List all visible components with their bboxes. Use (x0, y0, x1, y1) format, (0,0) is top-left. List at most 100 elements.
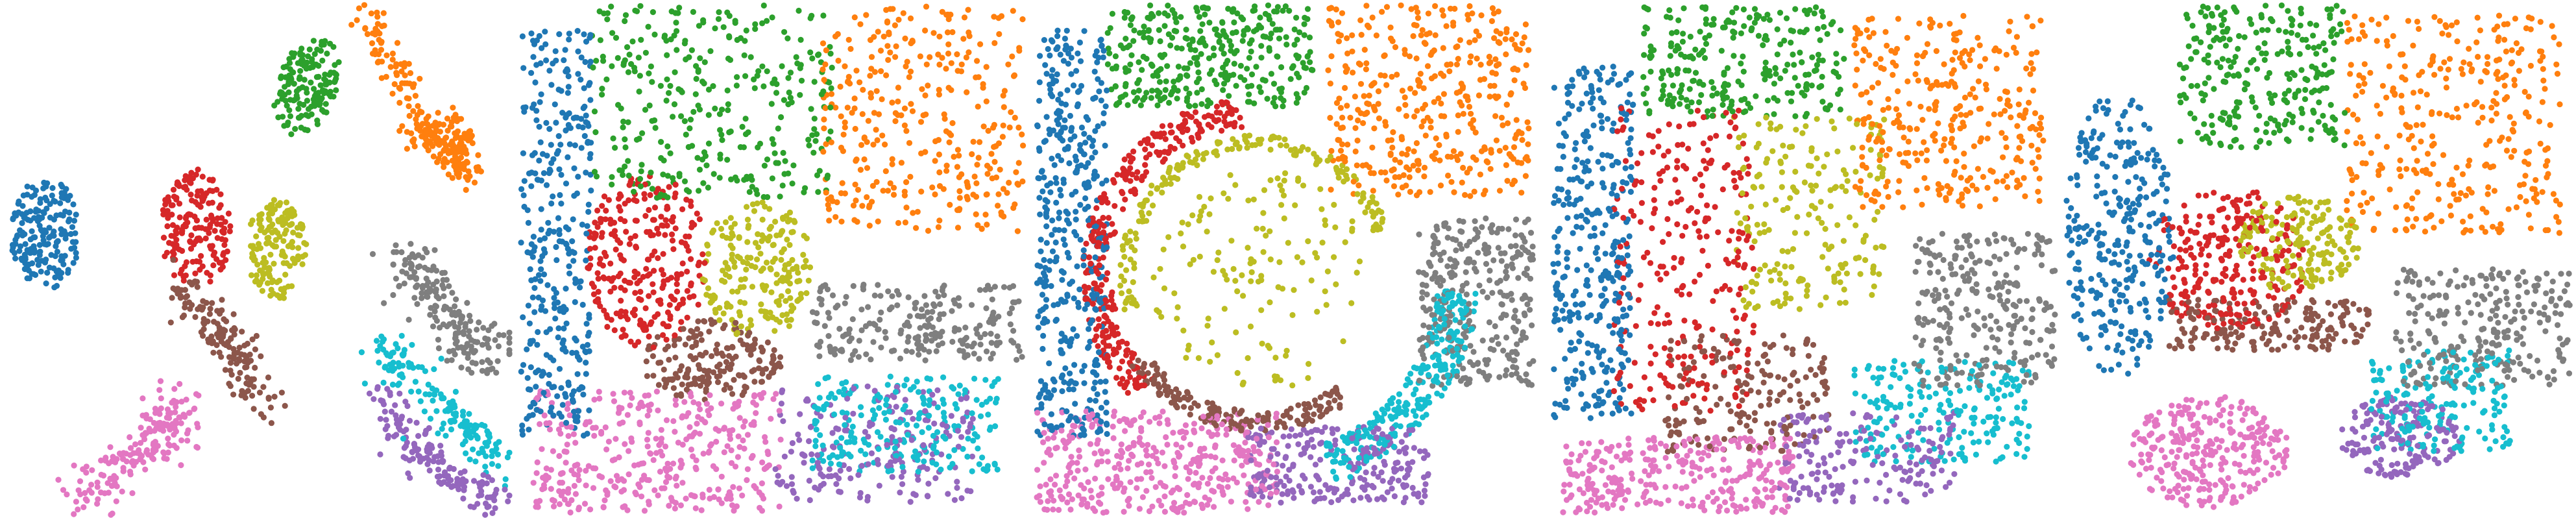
scatter-point-cluster-6 (637, 421, 643, 428)
scatter-point-cluster-8 (723, 234, 730, 241)
scatter-point-cluster-1 (378, 75, 385, 81)
scatter-point-cluster-8 (289, 255, 296, 262)
scatter-point-cluster-2 (724, 87, 731, 93)
scatter-point-cluster-8 (786, 260, 792, 267)
scatter-point-cluster-5 (747, 351, 754, 358)
scatter-point-cluster-4 (401, 445, 407, 451)
scatter-point-cluster-3 (590, 284, 597, 290)
scatter-point-cluster-8 (291, 212, 298, 218)
scatter-point-cluster-9 (409, 341, 415, 348)
scatter-point-cluster-5 (694, 326, 701, 332)
scatter-point-cluster-5 (740, 341, 746, 348)
scatter-point-cluster-6 (184, 438, 191, 444)
scatter-point-cluster-4 (393, 432, 400, 438)
scatter-point-cluster-8 (253, 233, 260, 240)
scatter-point-cluster-9 (430, 397, 436, 404)
scatter-point-cluster-9 (398, 371, 405, 378)
scatter-point-cluster-2 (1156, 27, 1162, 33)
scatter-point-cluster-7 (1500, 347, 1507, 354)
scatter-point-cluster-4 (829, 443, 836, 450)
scatter-point-cluster-7 (848, 335, 855, 341)
scatter-point-cluster-6 (153, 425, 160, 431)
scatter-point-cluster-6 (638, 399, 644, 406)
scatter-point-cluster-8 (709, 297, 716, 304)
scatter-point-cluster-7 (912, 335, 919, 341)
scatter-point-cluster-1 (991, 143, 997, 150)
scatter-point-cluster-6 (624, 412, 631, 418)
scatter-point-cluster-6 (555, 426, 563, 433)
scatter-point-cluster-6 (692, 505, 699, 512)
scatter-point-cluster-8 (743, 266, 749, 273)
scatter-point-cluster-8 (783, 298, 789, 304)
scatter-point-cluster-2 (725, 101, 731, 108)
scatter-point-cluster-4 (476, 493, 482, 499)
scatter-point-cluster-7 (491, 321, 498, 327)
scatter-point-cluster-2 (664, 52, 670, 58)
scatter-point-cluster-3 (1159, 123, 1166, 129)
scatter-point-cluster-2 (1112, 53, 1119, 60)
scatter-point-cluster-1 (995, 203, 1001, 209)
scatter-point-cluster-7 (459, 314, 466, 320)
scatter-point-cluster-9 (389, 381, 396, 388)
scatter-point-cluster-0 (43, 197, 50, 204)
scatter-point-cluster-6 (674, 482, 680, 489)
scatter-point-cluster-2 (773, 80, 780, 88)
scatter-point-cluster-3 (644, 256, 651, 263)
scatter-point-cluster-0 (1058, 157, 1065, 164)
scatter-point-cluster-5 (695, 318, 701, 325)
scatter-point-cluster-2 (314, 117, 321, 124)
scatter-point-cluster-1 (1398, 2, 1404, 8)
scatter-point-cluster-1 (946, 130, 953, 136)
scatter-point-cluster-8 (716, 304, 723, 311)
scatter-point-cluster-8 (802, 263, 808, 270)
scatter-point-cluster-4 (816, 465, 823, 472)
scatter-point-cluster-4 (444, 473, 452, 479)
scatter-point-cluster-9 (400, 352, 406, 359)
scatter-point-cluster-2 (726, 33, 733, 40)
scatter-point-cluster-1 (966, 49, 972, 56)
scatter-point-cluster-2 (809, 55, 816, 62)
scatter-point-cluster-8 (265, 234, 272, 241)
scatter-point-cluster-1 (908, 40, 914, 47)
scatter-point-cluster-0 (524, 415, 530, 422)
scatter-point-cluster-2 (618, 105, 624, 112)
scatter-point-cluster-5 (699, 374, 706, 381)
scatter-point-cluster-1 (936, 169, 943, 176)
scatter-point-cluster-3 (655, 311, 661, 317)
scatter-point-cluster-2 (784, 35, 791, 42)
scatter-point-cluster-3 (646, 228, 653, 235)
scatter-point-cluster-2 (625, 158, 631, 164)
scatter-point-cluster-2 (705, 140, 712, 147)
scatter-point-cluster-7 (407, 241, 414, 247)
scatter-point-cluster-2 (712, 105, 718, 112)
scatter-point-cluster-2 (322, 38, 328, 44)
scatter-point-cluster-7 (450, 319, 457, 326)
scatter-point-cluster-6 (572, 491, 579, 497)
scatter-point-cluster-1 (871, 110, 877, 116)
scatter-point-cluster-8 (744, 239, 751, 245)
scatter-point-cluster-1 (870, 142, 877, 148)
scatter-point-cluster-6 (171, 386, 178, 392)
scatter-point-cluster-5 (258, 353, 264, 360)
scatter-point-cluster-8 (1165, 169, 1172, 176)
scatter-point-cluster-3 (595, 296, 601, 302)
scatter-point-cluster-0 (37, 199, 43, 206)
scatter-point-cluster-4 (864, 497, 871, 504)
scatter-point-cluster-0 (29, 228, 35, 234)
scatter-point-cluster-1 (907, 173, 914, 180)
scatter-point-cluster-8 (745, 225, 751, 231)
scatter-point-cluster-1 (404, 145, 411, 152)
scatter-point-cluster-9 (467, 422, 474, 428)
scatter-point-cluster-0 (559, 402, 566, 408)
scatter-point-cluster-2 (760, 83, 767, 90)
scatter-point-cluster-4 (413, 419, 420, 426)
scatter-point-cluster-9 (840, 391, 847, 398)
scatter-point-cluster-2 (625, 69, 632, 75)
scatter-point-cluster-6 (567, 509, 574, 516)
scatter-point-cluster-3 (670, 296, 676, 302)
scatter-point-cluster-3 (654, 225, 661, 232)
scatter-point-cluster-1 (822, 105, 829, 112)
scatter-point-cluster-6 (583, 482, 589, 489)
scatter-point-cluster-3 (220, 252, 226, 258)
